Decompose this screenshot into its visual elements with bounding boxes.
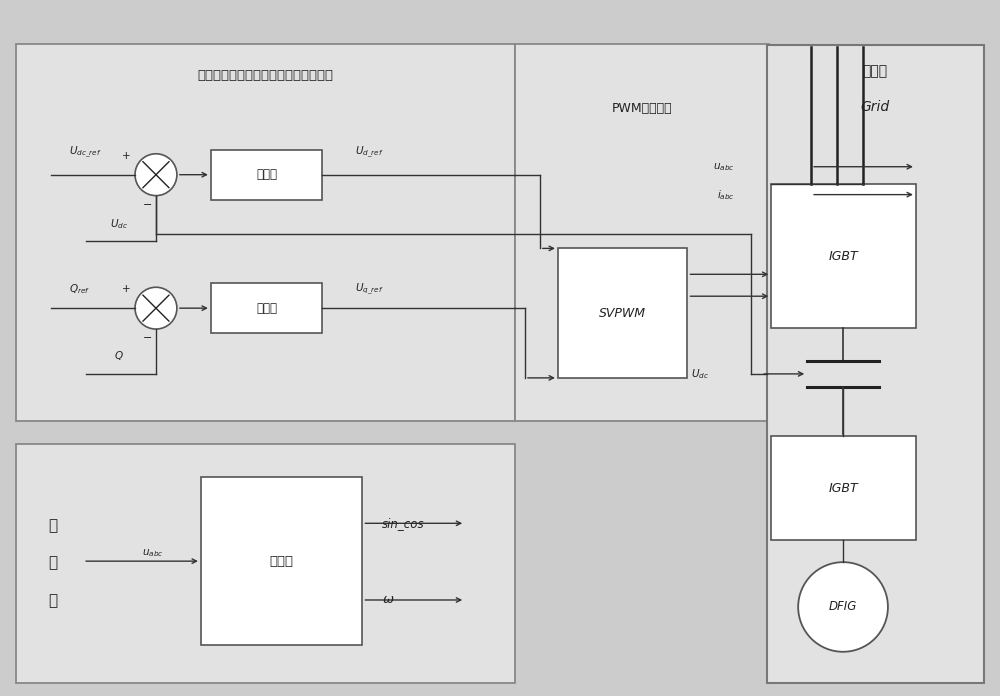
Text: −: − [143, 200, 153, 209]
Text: Grid: Grid [860, 100, 890, 114]
Text: IGBT: IGBT [828, 482, 858, 495]
Text: 主电路: 主电路 [862, 64, 888, 78]
Text: $U_{q\_ref}$: $U_{q\_ref}$ [355, 282, 384, 296]
Bar [771, 184, 916, 328]
Text: $Q_{ref}$: $Q_{ref}$ [69, 283, 90, 296]
Bar [211, 283, 322, 333]
Text: $U_{dc\_ref}$: $U_{dc\_ref}$ [69, 145, 102, 160]
Text: $u_{abc}$: $u_{abc}$ [713, 161, 734, 173]
Text: 锁相环: 锁相环 [270, 555, 294, 568]
Text: 双闭环: 双闭环 [256, 168, 277, 181]
Text: $i_{abc}$: $i_{abc}$ [717, 188, 734, 202]
Circle shape [135, 287, 177, 329]
Text: $U_{d\_ref}$: $U_{d\_ref}$ [355, 145, 384, 160]
Text: +: + [122, 284, 130, 294]
Bar [558, 248, 687, 378]
Bar [16, 45, 515, 420]
Circle shape [798, 562, 888, 651]
Text: sin_cos: sin_cos [382, 517, 425, 530]
Text: +: + [122, 151, 130, 161]
Text: DFIG: DFIG [829, 601, 857, 613]
Text: 环: 环 [49, 594, 58, 608]
Bar [771, 436, 916, 540]
Circle shape [135, 154, 177, 196]
Text: 直流母线电压和无功功率的双闭环控制: 直流母线电压和无功功率的双闭环控制 [198, 69, 334, 81]
Text: $U_{dc}$: $U_{dc}$ [110, 218, 128, 231]
Text: 锁: 锁 [49, 518, 58, 533]
Text: $u_{abc}$: $u_{abc}$ [142, 547, 164, 559]
Text: 相: 相 [49, 555, 58, 571]
Text: $\omega$: $\omega$ [382, 594, 395, 606]
Bar [211, 150, 322, 200]
Text: $Q$: $Q$ [114, 349, 124, 363]
Text: $U_{dc}$: $U_{dc}$ [691, 367, 710, 381]
Bar [515, 45, 769, 420]
Text: PWM信号生成: PWM信号生成 [611, 102, 672, 116]
Bar [767, 45, 984, 683]
Text: IGBT: IGBT [828, 250, 858, 263]
Text: −: − [143, 333, 153, 343]
Bar [16, 443, 515, 683]
Bar [201, 477, 362, 644]
Text: SVPWM: SVPWM [599, 307, 646, 319]
Text: 双闭环: 双闭环 [256, 301, 277, 315]
